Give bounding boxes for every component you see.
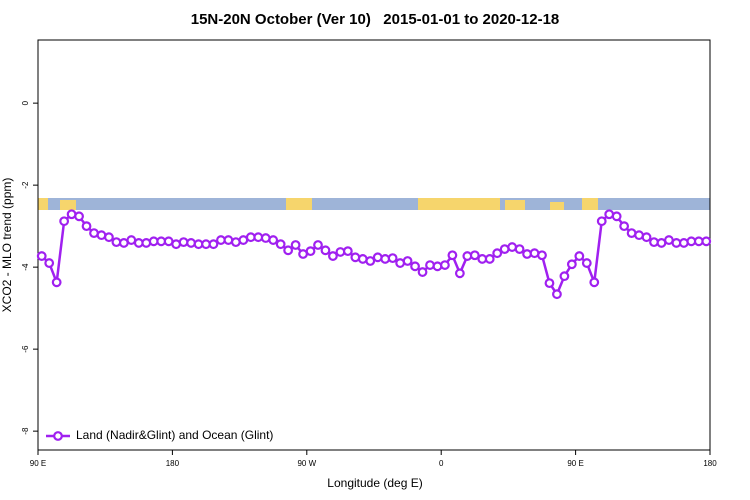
x-axis-label: Longitude (deg E) xyxy=(327,476,422,490)
plot-frame xyxy=(37,39,711,451)
data-point xyxy=(44,258,55,268)
data-point xyxy=(350,252,361,263)
data-point xyxy=(305,246,316,257)
data-point xyxy=(74,211,84,222)
data-point xyxy=(469,250,480,261)
data-point xyxy=(313,240,323,250)
data-point xyxy=(678,238,689,248)
data-point xyxy=(417,267,428,277)
data-point xyxy=(589,277,600,288)
y-tick-label: -4 xyxy=(21,263,30,271)
data-point xyxy=(320,245,331,256)
data-point xyxy=(552,289,562,300)
data-point xyxy=(51,277,62,288)
y-axis-label: XCO2 - MLO trend (ppm) xyxy=(0,178,14,313)
data-point xyxy=(410,261,420,272)
land-patch xyxy=(38,198,48,210)
land-patch xyxy=(60,200,76,210)
legend-marker xyxy=(53,431,63,441)
data-point xyxy=(268,235,279,245)
data-point xyxy=(59,216,70,227)
data-point xyxy=(537,250,547,261)
land-patch xyxy=(550,202,564,210)
data-point xyxy=(454,268,465,279)
data-point xyxy=(611,211,622,222)
x-tick-label: 180 xyxy=(166,459,180,468)
data-point xyxy=(641,232,652,243)
data-point xyxy=(342,246,353,257)
data-point xyxy=(492,248,503,259)
data-point xyxy=(328,251,338,261)
data-point xyxy=(387,253,398,264)
data-point xyxy=(186,238,196,248)
data-point xyxy=(208,239,219,250)
data-point xyxy=(141,238,152,248)
data-point xyxy=(619,221,630,232)
land-patch xyxy=(505,200,525,210)
data-point xyxy=(104,232,114,243)
y-tick-label: 0 xyxy=(21,100,30,105)
x-tick-label: 90 W xyxy=(297,459,316,468)
x-tick-label: 180 xyxy=(703,459,717,468)
x-tick-label: 90 E xyxy=(567,459,583,468)
data-point xyxy=(402,256,413,266)
data-point xyxy=(484,254,495,264)
land-patch xyxy=(582,198,598,210)
data-point xyxy=(559,271,570,282)
data-point xyxy=(283,245,294,256)
land-ocean-map xyxy=(38,198,710,210)
data-point xyxy=(447,250,458,261)
data-point xyxy=(574,251,585,261)
data-point xyxy=(514,244,525,255)
data-point xyxy=(566,259,577,270)
y-tick-label: -6 xyxy=(21,345,30,353)
data-point xyxy=(432,261,443,272)
data-point xyxy=(81,221,92,232)
data-point xyxy=(36,251,47,261)
y-tick-label: -2 xyxy=(21,181,30,189)
legend-label: Land (Nadir&Glint) and Ocean (Glint) xyxy=(76,428,273,442)
land-patch xyxy=(418,198,500,210)
data-point xyxy=(701,236,712,247)
land-patch xyxy=(286,198,312,210)
data-point xyxy=(596,216,607,227)
ocean-strip xyxy=(38,198,710,210)
data-point xyxy=(365,256,376,266)
x-tick-label: 0 xyxy=(439,459,444,468)
data-point xyxy=(440,260,450,270)
data-point xyxy=(425,260,435,270)
x-tick-label: 90 E xyxy=(30,459,46,468)
data-point xyxy=(372,252,383,263)
chart-title: 15N-20N October (Ver 10) 2015-01-01 to 2… xyxy=(191,11,560,28)
data-point xyxy=(275,239,286,250)
data-point xyxy=(290,240,301,250)
data-point xyxy=(544,278,555,289)
y-tick-label: -8 xyxy=(21,427,30,435)
data-point xyxy=(581,258,592,268)
